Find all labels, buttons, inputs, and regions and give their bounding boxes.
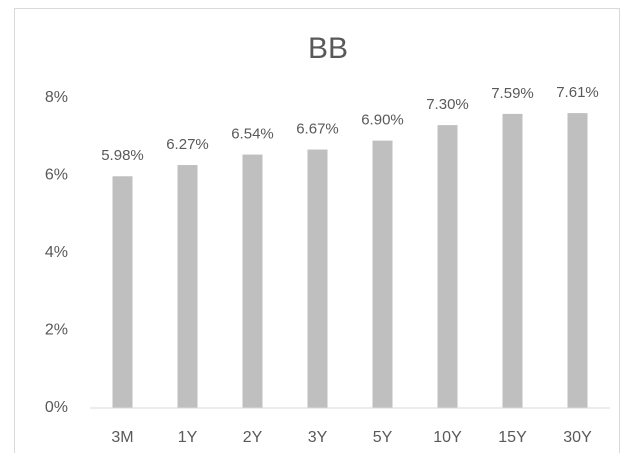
data-label: 7.30% xyxy=(426,96,469,113)
data-label: 6.67% xyxy=(296,121,339,138)
x-tick-label: 3M xyxy=(111,429,133,446)
x-tick-label: 30Y xyxy=(563,429,592,446)
y-tick-label: 0% xyxy=(45,399,68,416)
x-tick-label: 5Y xyxy=(373,429,393,446)
bar xyxy=(242,154,263,408)
bar xyxy=(437,125,458,408)
y-tick-label: 2% xyxy=(45,322,68,339)
data-label: 6.90% xyxy=(361,112,404,129)
bar xyxy=(177,165,198,408)
x-tick-label: 2Y xyxy=(243,429,263,446)
x-tick-label: 15Y xyxy=(498,429,527,446)
x-tick-label: 3Y xyxy=(308,429,328,446)
x-tick-label: 1Y xyxy=(178,429,198,446)
data-label: 6.54% xyxy=(231,126,274,143)
x-tick-label: 10Y xyxy=(433,429,462,446)
bar xyxy=(567,113,588,409)
bar xyxy=(372,140,393,408)
bar xyxy=(502,113,523,408)
y-tick-label: 4% xyxy=(45,244,68,261)
y-tick-label: 6% xyxy=(45,167,68,184)
data-label: 7.61% xyxy=(556,84,599,101)
bar xyxy=(307,149,328,408)
bar xyxy=(112,176,133,408)
data-label: 6.27% xyxy=(166,136,209,153)
y-tick-label: 8% xyxy=(45,89,68,106)
data-label: 7.59% xyxy=(491,85,534,102)
data-label: 5.98% xyxy=(101,147,144,164)
chart-title: BB xyxy=(308,32,348,65)
